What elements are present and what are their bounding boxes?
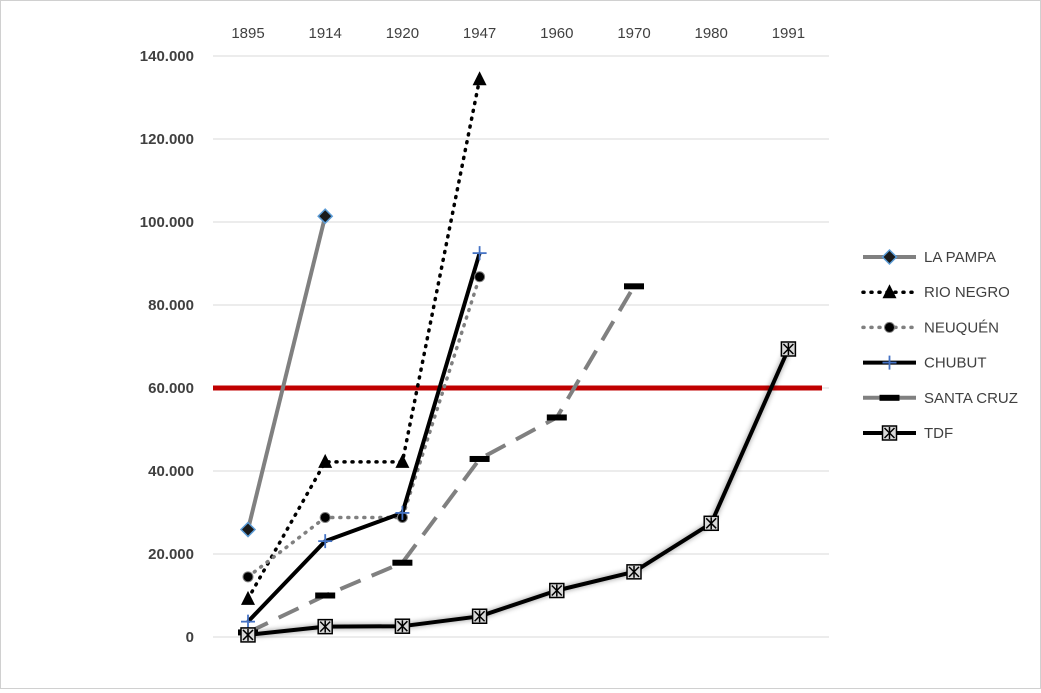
point-rio-negro (395, 453, 410, 468)
series-line-santa-cruz (247, 285, 636, 635)
x-axis-ticks: 1895 1914 1920 1947 1960 1970 1980 1991 (231, 25, 805, 42)
point-tdf (549, 582, 565, 599)
legend-label: SANTA CRUZ (924, 390, 1018, 407)
point-rio-negro (318, 453, 333, 468)
legend-marker (881, 248, 898, 266)
point-la-pampa (317, 208, 334, 225)
y-axis-ticks: 0 20.000 40.000 60.000 80.000 100.000 120.000 1… (140, 48, 194, 646)
point-tdf (317, 618, 333, 635)
legend-label: LA PAMPA (924, 249, 996, 266)
x-tick-label: 1895 (231, 25, 264, 42)
point-rio-negro (241, 590, 255, 605)
legend-label: RIO NEGRO (924, 284, 1010, 301)
point-neuquen (319, 511, 331, 523)
series-lines (246, 77, 791, 637)
series-line-rio-negro (246, 77, 482, 601)
point-tdf (626, 564, 642, 580)
legend-label: TDF (924, 425, 953, 442)
y-tick-label: 100.000 (140, 214, 194, 231)
x-tick-label: 1914 (309, 25, 342, 42)
y-tick-label: 20.000 (148, 546, 194, 563)
x-tick-label: 1920 (386, 25, 419, 42)
gridlines (213, 55, 829, 638)
point-rio-negro (472, 71, 487, 86)
x-tick-label: 1980 (695, 25, 728, 42)
series-line-la-pampa (246, 215, 328, 530)
point-neuquen (474, 271, 486, 283)
series-line-tdf (247, 348, 791, 637)
point-chubut (472, 246, 487, 261)
legend-item-rio-negro: RIO NEGRO (861, 284, 1010, 301)
y-tick-label: 80.000 (148, 297, 194, 314)
point-la-pampa (239, 521, 257, 538)
y-tick-label: 120.000 (140, 131, 194, 148)
point-tdf (780, 341, 797, 357)
legend: LA PAMPA RIO NEGRO NEUQUÉN CHUBUT SANTA CRUZ… (861, 248, 1018, 442)
point-chubut (241, 614, 255, 629)
legend-item-tdf: TDF (863, 425, 953, 442)
point-santa-cruz (392, 559, 413, 566)
x-tick-label: 1960 (540, 25, 573, 42)
legend-item-neuquen: NEUQUÉN (861, 319, 999, 336)
legend-item-chubut: CHUBUT (863, 355, 987, 372)
legend-label: CHUBUT (924, 355, 987, 372)
point-tdf (394, 618, 411, 634)
x-tick-label: 1970 (617, 25, 650, 42)
point-santa-cruz (315, 592, 336, 599)
legend-label: NEUQUÉN (924, 319, 999, 336)
point-tdf (703, 515, 719, 532)
legend-item-la-pampa: LA PAMPA (863, 248, 996, 266)
legend-item-santa-cruz: SANTA CRUZ (863, 390, 1018, 407)
y-tick-label: 140.000 (140, 48, 194, 65)
series-markers (238, 71, 797, 643)
y-tick-label: 40.000 (148, 463, 194, 480)
point-neuquen (242, 571, 254, 583)
point-tdf (240, 627, 256, 643)
point-chubut (318, 534, 333, 549)
legend-marker (884, 321, 895, 333)
x-tick-label: 1991 (772, 25, 805, 42)
series-line-chubut (246, 252, 482, 623)
legend-marker (882, 284, 897, 299)
x-tick-label: 1947 (463, 25, 496, 42)
legend-marker (879, 394, 900, 401)
point-tdf (471, 608, 488, 624)
y-tick-label: 0 (186, 629, 194, 646)
point-santa-cruz (469, 455, 490, 462)
point-santa-cruz (546, 414, 567, 421)
point-chubut (395, 505, 410, 520)
series-line-neuquen (246, 275, 482, 579)
legend-marker (881, 425, 898, 441)
legend-marker (882, 355, 897, 370)
y-tick-label: 60.000 (148, 380, 194, 397)
point-santa-cruz (624, 283, 644, 290)
